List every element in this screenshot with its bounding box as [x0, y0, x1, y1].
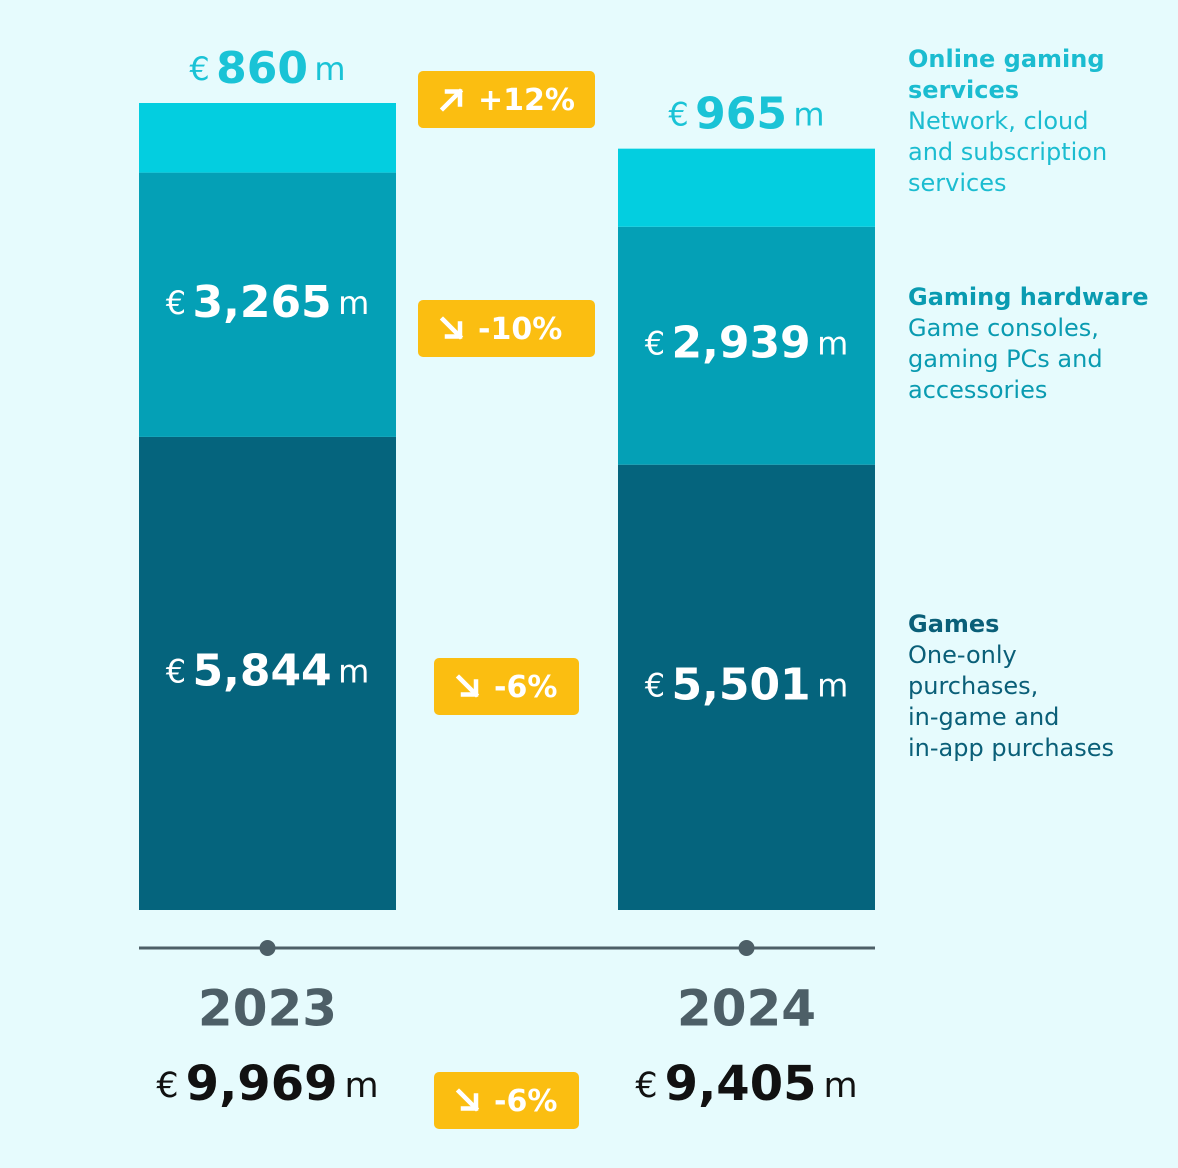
change-badge-2	[418, 300, 595, 357]
change-label-3: -6%	[494, 670, 557, 705]
bar-games-2024	[618, 464, 875, 910]
change-label-2: -10%	[478, 312, 562, 347]
legend-games: Games One-only purchases, in-game and in…	[908, 609, 1170, 764]
legend-online-gaming-services: Online gaming services Network, cloud an…	[908, 44, 1170, 199]
value-label-games-2023: € 5,844 m	[166, 645, 370, 696]
legend-gaming-hardware: Gaming hardware Game consoles, gaming PC…	[908, 282, 1170, 406]
change-badge-3	[434, 658, 579, 715]
x-tick-label-2023: 2023	[198, 980, 337, 1038]
arrow-down-right-icon	[455, 674, 480, 698]
change-badge-1	[418, 71, 595, 128]
legend-desc-games: One-only purchases, in-game and in-app p…	[908, 641, 1115, 762]
legend-title-online-gaming-services: Online gaming services	[908, 45, 1105, 104]
x-axis-marker-2023	[259, 940, 276, 956]
bar-gaming-hardware-2023	[139, 172, 396, 437]
legend-desc-online-gaming-services: Network, cloud and subscription services	[908, 107, 1108, 197]
total-label-2023: € 9,969 m	[156, 1056, 378, 1112]
arrow-down-right-icon	[455, 1088, 480, 1112]
change-label-4: -6%	[494, 1084, 557, 1119]
bar-online-gaming-services-2024	[618, 148, 875, 227]
x-axis-marker-2024	[738, 940, 755, 956]
bar-gaming-hardware-2024	[618, 226, 875, 465]
value-label-gaming-hardware-2024: € 2,939 m	[645, 318, 849, 369]
x-tick-label-2024: 2024	[677, 980, 816, 1038]
legend-title-gaming-hardware: Gaming hardware	[908, 283, 1149, 311]
legend-desc-gaming-hardware: Game consoles, gaming PCs and accessorie…	[908, 314, 1103, 404]
value-label-gaming-hardware-2023: € 3,265 m	[166, 277, 370, 328]
bar-online-gaming-services-2023	[139, 103, 396, 173]
total-label-2024: € 9,405 m	[635, 1056, 857, 1112]
bar-games-2023	[139, 436, 396, 910]
change-label-1: +12%	[478, 83, 575, 118]
value-label-online-gaming-services-2023: € 860 m	[189, 43, 345, 94]
change-badge-4	[434, 1072, 579, 1129]
arrow-up-right-icon	[439, 88, 464, 112]
arrow-down-right-icon	[439, 316, 464, 340]
legend-title-games: Games	[908, 610, 1000, 638]
value-label-online-gaming-services-2024: € 965 m	[668, 89, 824, 140]
value-label-games-2024: € 5,501 m	[645, 659, 849, 710]
